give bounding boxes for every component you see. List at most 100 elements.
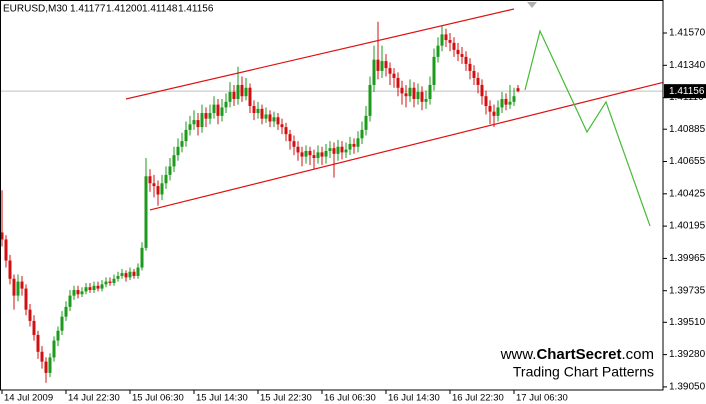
tagline: Trading Chart Patterns [513, 364, 654, 380]
candle-body [52, 340, 56, 358]
current-price-label: 1.41156 [669, 86, 705, 97]
candle-body [328, 148, 332, 151]
x-tick-label: 15 Jul 22:30 [260, 393, 312, 404]
candle-body [56, 330, 60, 341]
candle-body [368, 84, 372, 116]
x-tick-label: 14 Jul 2009 [4, 393, 53, 404]
candle-body [356, 138, 360, 147]
candle-body [236, 84, 240, 100]
candle-body [128, 271, 132, 278]
candle-body [376, 59, 380, 71]
candle-body [444, 34, 448, 41]
x-tick-label: 15 Jul 06:30 [132, 393, 184, 404]
candle-body [256, 108, 260, 114]
plot-frame [0, 0, 664, 391]
candle-body [80, 291, 84, 295]
candle-body [24, 288, 28, 310]
candle-body [192, 120, 196, 125]
candle-body [404, 93, 408, 97]
candle-body [104, 281, 108, 285]
y-tick-label: 1.40195 [669, 221, 706, 232]
candle-body [144, 176, 148, 248]
candle-body [456, 49, 460, 55]
candle-body [92, 285, 96, 291]
candle-body [196, 120, 200, 128]
shift-marker [527, 2, 537, 8]
candle-body [120, 273, 124, 276]
candle-body [452, 42, 456, 50]
ohlc-open: 1.41177 [70, 4, 106, 15]
candle-body [132, 271, 136, 276]
candle-body [76, 290, 80, 295]
candle-body [164, 174, 168, 184]
watermark-part: .com [621, 346, 654, 363]
candle-body [336, 146, 340, 154]
candle-body [64, 306, 68, 317]
candle-body [428, 84, 432, 100]
candle-body [280, 124, 284, 128]
candle-body [292, 141, 296, 147]
candle-body [44, 361, 48, 373]
candle-body [188, 124, 192, 130]
candle-body [448, 40, 452, 43]
candle-body [472, 70, 476, 78]
candle-body [484, 96, 488, 107]
candle-body [460, 54, 464, 57]
candle-body [168, 166, 172, 175]
candle-body [240, 84, 244, 97]
candle-body [304, 150, 308, 157]
candle-body [468, 63, 472, 71]
candle-body [208, 113, 212, 119]
candle-body [500, 99, 504, 108]
y-tick-label: 1.39280 [669, 349, 706, 360]
watermark: www.ChartSecret.com [500, 346, 654, 363]
candle-body [312, 155, 316, 158]
candle-body [396, 77, 400, 88]
candle-body [124, 273, 128, 278]
ohlc-close: 1.41156 [178, 4, 214, 15]
candle-body [20, 281, 24, 289]
candle-body [516, 88, 520, 92]
y-tick-label: 1.41340 [669, 60, 706, 71]
candle-body [284, 127, 288, 135]
candle-body [224, 101, 228, 108]
candle-body [204, 113, 208, 119]
candle-body [160, 183, 164, 195]
y-tick-label: 1.41570 [669, 28, 706, 39]
candle-body [496, 107, 500, 116]
candle-body [260, 108, 264, 119]
candle-body [508, 101, 512, 105]
current-price-box [664, 84, 706, 99]
candle-body [380, 61, 384, 71]
candle-body [60, 316, 64, 331]
candle-body [268, 114, 272, 122]
candle-body [340, 146, 344, 153]
candle-body [360, 129, 364, 139]
candle-body [492, 111, 496, 116]
candle-body [248, 87, 252, 107]
candle-body [424, 99, 428, 102]
candle-body [40, 351, 44, 362]
y-tick-label: 1.39050 [669, 382, 706, 393]
candle-body [348, 143, 352, 150]
candle-body [436, 45, 440, 57]
y-tick-label: 1.39965 [669, 253, 706, 264]
candle-body [96, 285, 100, 289]
watermark-part: ChartSecret [536, 346, 621, 363]
candle-body [252, 106, 256, 114]
x-tick-label: 16 Jul 14:30 [388, 393, 440, 404]
candle-body [316, 152, 320, 158]
candle-body [352, 143, 356, 147]
candle-body [488, 106, 492, 112]
candle-body [308, 150, 312, 156]
candle-body [392, 73, 396, 78]
candle-body [408, 87, 412, 97]
ohlc-low: 1.41148 [142, 4, 178, 15]
candle-body [400, 87, 404, 94]
candle-body [432, 56, 436, 85]
candle-body [220, 107, 224, 116]
candle-body [244, 87, 248, 97]
candle-body [4, 239, 8, 261]
